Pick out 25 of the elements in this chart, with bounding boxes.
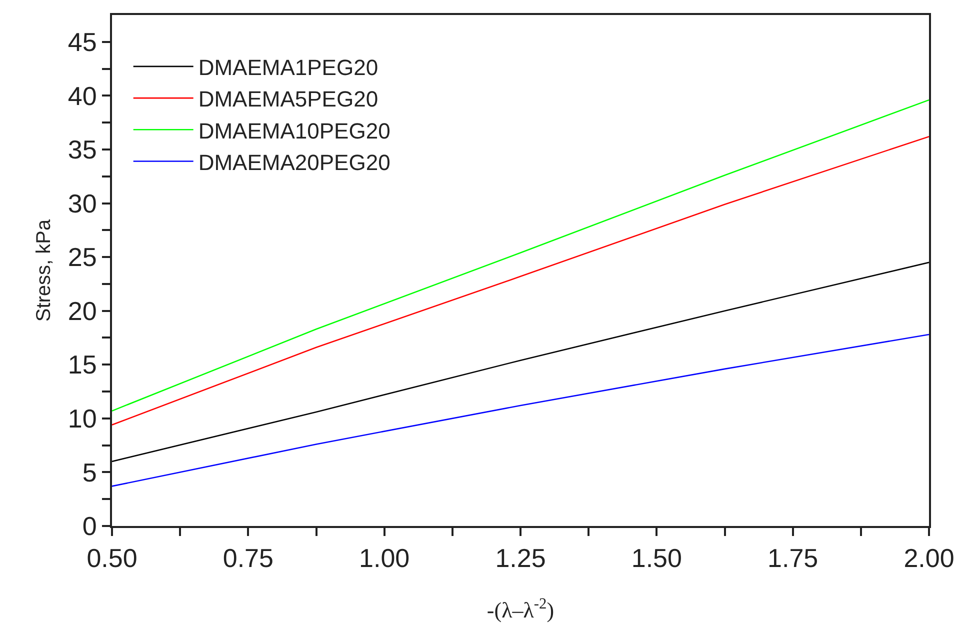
x-tick-label: 0.75: [222, 543, 274, 574]
legend-label: DMAEMA20PEG20: [198, 150, 390, 175]
y-axis-title: Stress, kPa: [32, 218, 55, 322]
y-tick-label: 15: [68, 350, 97, 380]
line-series: [112, 334, 929, 487]
line-series: [112, 262, 929, 462]
legend-label: DMAEMA5PEG20: [198, 86, 378, 112]
x-tick-label: 1.25: [495, 543, 546, 574]
y-tick-label: 40: [68, 80, 97, 111]
x-tick-label: 1.50: [631, 543, 682, 574]
x-axis-title: -(λ–λ$^{-2}$): [486, 595, 554, 623]
y-tick-label: 10: [68, 404, 97, 434]
legend-label: DMAEMA10PEG20: [198, 118, 390, 144]
y-tick-label: 5: [82, 457, 97, 488]
y-tick-label: 45: [68, 26, 97, 57]
x-tick-label: 2.00: [904, 543, 954, 574]
x-tick-label: 0.50: [86, 543, 138, 574]
y-tick-label: 20: [68, 296, 97, 326]
x-tick-label: 1.00: [359, 543, 410, 574]
y-tick-label: 30: [68, 188, 97, 218]
x-tick-label: 1.75: [768, 543, 818, 574]
legend-label: DMAEMA1PEG20: [198, 55, 378, 80]
y-tick-label: 0: [82, 511, 97, 542]
y-tick-label: 35: [68, 134, 97, 165]
y-tick-label: 25: [68, 242, 97, 272]
